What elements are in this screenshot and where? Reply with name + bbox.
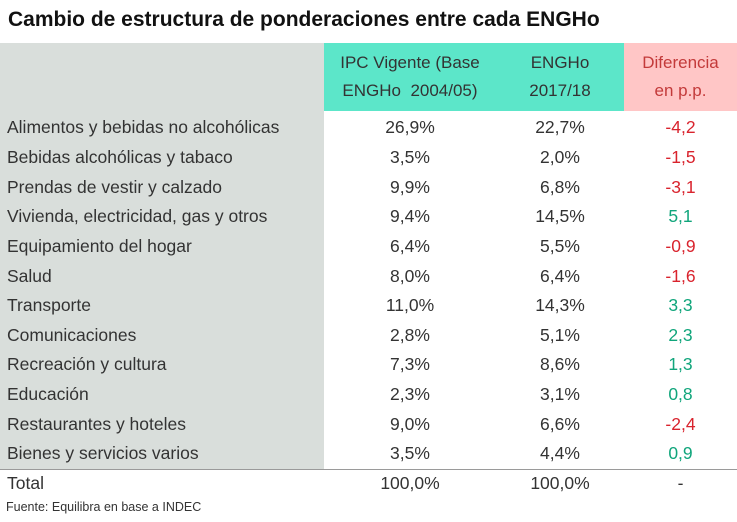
- page-title: Cambio de estructura de ponderaciones en…: [8, 8, 600, 31]
- table-row: Educación 2,3% 3,1% 0,8: [0, 379, 737, 410]
- engho-value-cell: 2,0%: [540, 147, 580, 168]
- ipc-value-cell: 2,3%: [390, 384, 430, 405]
- category-cell: Comunicaciones: [0, 320, 324, 351]
- category-cell: Bebidas alcohólicas y tabaco: [0, 143, 324, 173]
- header-diferencia: Diferencia en p.p.: [624, 43, 737, 111]
- difference-cell: -2,4: [665, 413, 696, 434]
- source-note: Fuente: Equilibra en base a INDEC: [6, 500, 202, 514]
- ipc-value-cell: 2,8%: [390, 324, 430, 345]
- table-row: Alimentos y bebidas no alcohólicas 26,9% 2…: [0, 111, 737, 143]
- total-label: Total: [0, 468, 324, 497]
- engho-value-cell: 6,8%: [540, 176, 580, 197]
- table-row: Prendas de vestir y calzado 9,9% 6,8% -3,1: [0, 172, 737, 203]
- difference-cell: -4,2: [665, 116, 696, 137]
- ipc-value-cell: 9,0%: [390, 413, 430, 434]
- table-body: Alimentos y bebidas no alcohólicas 26,9% 2…: [0, 111, 737, 497]
- ipc-value-cell: 9,4%: [390, 206, 430, 227]
- difference-cell: 0,9: [668, 443, 693, 464]
- header-row: IPC Vigente (Base ENGHo 2004/05) ENGHo 2…: [0, 43, 737, 111]
- difference-cell: 0,8: [668, 384, 693, 405]
- total-diff-cell: -: [624, 468, 737, 497]
- table-row: Recreación y cultura 7,3% 8,6% 1,3: [0, 350, 737, 380]
- header-diferencia-line1: Diferencia: [642, 53, 719, 72]
- engho-value-cell: 6,6%: [540, 413, 580, 434]
- header-blank-cell: [0, 43, 324, 111]
- ipc-value-cell: 3,5%: [390, 443, 430, 464]
- engho-value-cell: 14,5%: [535, 206, 585, 227]
- category-cell: Transporte: [0, 290, 324, 321]
- table-row: Transporte 11,0% 14,3% 3,3: [0, 290, 737, 321]
- header-diferencia-line2: en p.p.: [654, 81, 707, 100]
- category-cell: Educación: [0, 379, 324, 410]
- header-engho-line1: ENGHo: [530, 53, 590, 72]
- table-row: Vivienda, electricidad, gas y otros 9,4% 1…: [0, 202, 737, 232]
- difference-cell: -1,6: [665, 265, 696, 286]
- ipc-value-cell: 8,0%: [390, 265, 430, 286]
- category-cell: Prendas de vestir y calzado: [0, 172, 324, 203]
- table-row: Bienes y servicios varios 3,5% 4,4% 0,9: [0, 438, 737, 470]
- difference-cell: -0,9: [665, 236, 696, 257]
- weights-table: IPC Vigente (Base ENGHo 2004/05) ENGHo 2…: [0, 43, 737, 497]
- engho-value-cell: 22,7%: [535, 116, 585, 137]
- engho-value-cell: 5,5%: [540, 236, 580, 257]
- difference-cell: 5,1: [668, 206, 693, 227]
- table-row: Comunicaciones 2,8% 5,1% 2,3: [0, 320, 737, 351]
- ipc-value-cell: 11,0%: [385, 295, 435, 316]
- table-row: Bebidas alcohólicas y tabaco 3,5% 2,0% -1,5: [0, 143, 737, 173]
- difference-cell: 3,3: [668, 295, 693, 316]
- table-row: Restaurantes y hoteles 9,0% 6,6% -2,4: [0, 409, 737, 439]
- header-engho-2017: ENGHo 2017/18: [496, 43, 624, 111]
- category-cell: Equipamiento del hogar: [0, 231, 324, 262]
- engho-value-cell: 8,6%: [540, 354, 580, 375]
- table-row: Equipamiento del hogar 6,4% 5,5% -0,9: [0, 231, 737, 262]
- ipc-value-cell: 6,4%: [390, 236, 430, 257]
- header-engho-line2: 2017/18: [529, 81, 591, 100]
- header-ipc-vigente: IPC Vigente (Base ENGHo 2004/05): [324, 43, 496, 111]
- header-ipc-line2: ENGHo 2004/05): [342, 81, 478, 100]
- header-ipc-line1: IPC Vigente (Base: [340, 53, 480, 72]
- table-row: Salud 8,0% 6,4% -1,6: [0, 261, 737, 291]
- category-cell: Recreación y cultura: [0, 350, 324, 380]
- engho-value-cell: 6,4%: [540, 265, 580, 286]
- category-cell: Bienes y servicios varios: [0, 438, 324, 470]
- category-cell: Salud: [0, 261, 324, 291]
- engho-value-cell: 3,1%: [540, 384, 580, 405]
- category-cell: Restaurantes y hoteles: [0, 409, 324, 439]
- ipc-value-cell: 26,9%: [385, 116, 435, 137]
- difference-cell: 2,3: [668, 324, 693, 345]
- engho-value-cell: 4,4%: [540, 443, 580, 464]
- engho-value-cell: 14,3%: [535, 295, 585, 316]
- difference-cell: -1,5: [665, 147, 696, 168]
- category-cell: Vivienda, electricidad, gas y otros: [0, 202, 324, 232]
- difference-cell: 1,3: [668, 354, 693, 375]
- difference-cell: -3,1: [665, 176, 696, 197]
- ipc-value-cell: 3,5%: [390, 147, 430, 168]
- total-row: Total 100,0% 100,0% -: [0, 468, 737, 497]
- total-ipc-cell: 100,0%: [324, 468, 496, 497]
- engho-value-cell: 5,1%: [540, 324, 580, 345]
- category-cell: Alimentos y bebidas no alcohólicas: [0, 111, 324, 143]
- ipc-value-cell: 7,3%: [390, 354, 430, 375]
- ipc-value-cell: 9,9%: [390, 176, 430, 197]
- total-engho-cell: 100,0%: [496, 468, 624, 497]
